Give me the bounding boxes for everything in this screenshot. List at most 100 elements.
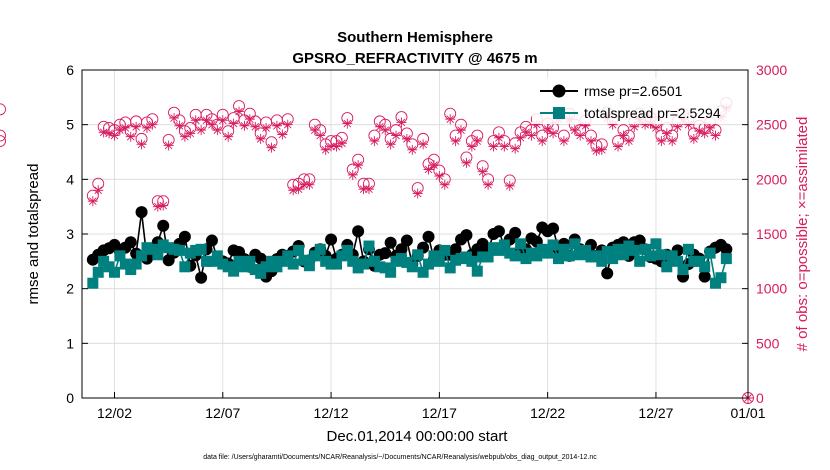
obs-assimilated-point	[174, 120, 185, 131]
obs-assimilated-point	[120, 122, 131, 133]
obs-assimilated-point	[185, 128, 196, 139]
obs-assimilated-point	[694, 126, 705, 137]
x-tick-label: 12/07	[205, 405, 240, 421]
y-axis-right-label: # of obs: o=possible; ×=assimilated	[794, 117, 811, 352]
obs-assimilated-point	[683, 119, 694, 130]
obs-assimilated-point	[531, 119, 542, 130]
obs-assimilated-point	[667, 136, 678, 147]
obs-assimilated-point	[304, 179, 315, 190]
obs-assimilated-point	[705, 122, 716, 133]
legend: rmse pr=2.6501 totalspread pr=2.5294	[532, 78, 740, 124]
rmse-point	[205, 234, 218, 247]
obs-assimilated-point	[688, 133, 699, 144]
obs-assimilated-point	[580, 120, 591, 131]
totalspread-point	[552, 253, 564, 265]
obs-assimilated-point	[569, 125, 580, 136]
x-tick-label: 12/17	[422, 405, 457, 421]
totalspread-point	[715, 272, 727, 284]
obs-assimilated-point	[423, 164, 434, 175]
obs-assimilated-point	[672, 121, 683, 132]
totalspread-point	[655, 249, 667, 261]
y-left-tick-label: 2	[66, 281, 74, 297]
totalspread-point	[617, 249, 629, 261]
rmse-point	[325, 233, 338, 246]
obs-assimilated-point	[640, 119, 651, 130]
totalspread-point	[645, 250, 657, 262]
rmse-point	[135, 206, 148, 219]
totalspread-point	[108, 266, 120, 278]
totalspread-point	[509, 250, 521, 262]
chart-title-line-2: GPSRO_REFRACTIVITY @ 4675 m	[292, 50, 537, 67]
totalspread-point	[628, 244, 640, 256]
chart-title-line-1: Southern Hemisphere	[337, 29, 493, 46]
totalspread-point	[417, 266, 429, 278]
obs-assimilated-point	[282, 119, 293, 130]
obs-assimilated-point	[320, 144, 331, 155]
totalspread-point	[347, 255, 359, 267]
obs-assimilated-point	[223, 131, 234, 142]
obs-assimilated-point	[104, 128, 115, 139]
totalspread-point	[173, 244, 185, 256]
obs-assimilated-point	[510, 143, 521, 154]
obs-assimilated-point	[439, 179, 450, 190]
obs-assimilated-point	[699, 128, 710, 139]
obs-assimilated-point	[461, 157, 472, 168]
obs-assimilated-point	[629, 121, 640, 132]
data-file-footnote: data file: /Users/gharamti/Documents/NCA…	[203, 454, 597, 461]
obs-possible-point	[0, 129, 6, 142]
totalspread-point	[563, 250, 575, 262]
obs-assimilated-point	[315, 130, 326, 141]
obs-assimilated-point	[391, 130, 402, 141]
obs-assimilated-point	[353, 160, 364, 171]
obs-assimilated-point	[196, 125, 207, 136]
totalspread-point	[179, 261, 191, 273]
rmse-point	[157, 219, 170, 232]
obs-assimilated-point	[87, 196, 98, 207]
obs-assimilated-point	[190, 115, 201, 126]
legend-spread-label: totalspread pr=2.5294	[584, 105, 721, 121]
totalspread-point	[293, 244, 305, 256]
obs-assimilated-point	[114, 125, 125, 136]
totalspread-point	[682, 243, 694, 255]
obs-assimilated-point	[558, 136, 569, 147]
totalspread-point	[309, 250, 321, 262]
totalspread-point	[363, 240, 375, 252]
obs-assimilated-point	[136, 139, 147, 150]
totalspread-point	[547, 239, 559, 251]
totalspread-point	[720, 253, 732, 265]
obs-assimilated-point	[385, 139, 396, 150]
obs-assimilated-point	[342, 118, 353, 129]
obs-assimilated-point	[456, 125, 467, 136]
obs-assimilated-point	[656, 136, 667, 147]
obs-assimilated-point	[271, 120, 282, 131]
obs-assimilated-point	[217, 115, 228, 126]
totalspread-point	[471, 265, 483, 277]
totalspread-point	[699, 261, 711, 273]
obs-assimilated-point	[483, 179, 494, 190]
totalspread-point	[423, 258, 435, 270]
obs-assimilated-point	[401, 133, 412, 144]
obs-assimilated-point	[407, 144, 418, 155]
y-right-tick-label: 0	[756, 390, 764, 406]
obs-assimilated-point	[288, 185, 299, 196]
totalspread-point	[569, 238, 581, 250]
obs-assimilated-point	[526, 130, 537, 141]
obs-assimilated-point	[169, 113, 180, 124]
obs-possible-point	[0, 135, 6, 148]
rmse-point	[547, 222, 560, 235]
obs-assimilated-point	[650, 122, 661, 133]
totalspread-point	[498, 239, 510, 251]
rmse-point	[379, 247, 392, 260]
totalspread-point	[601, 245, 613, 257]
obs-assimilated-point	[618, 130, 629, 141]
totalspread-point	[385, 266, 397, 278]
y-right-tick-label: 3000	[756, 62, 787, 78]
obs-assimilated-point	[255, 133, 266, 144]
obs-assimilated-point	[125, 131, 136, 142]
obs-assimilated-point	[266, 142, 277, 153]
obs-assimilated-point	[493, 132, 504, 143]
rmse-point	[698, 270, 711, 283]
obs-assimilated-point	[147, 119, 158, 130]
obs-assimilated-point	[163, 140, 174, 151]
totalspread-point	[444, 262, 456, 274]
